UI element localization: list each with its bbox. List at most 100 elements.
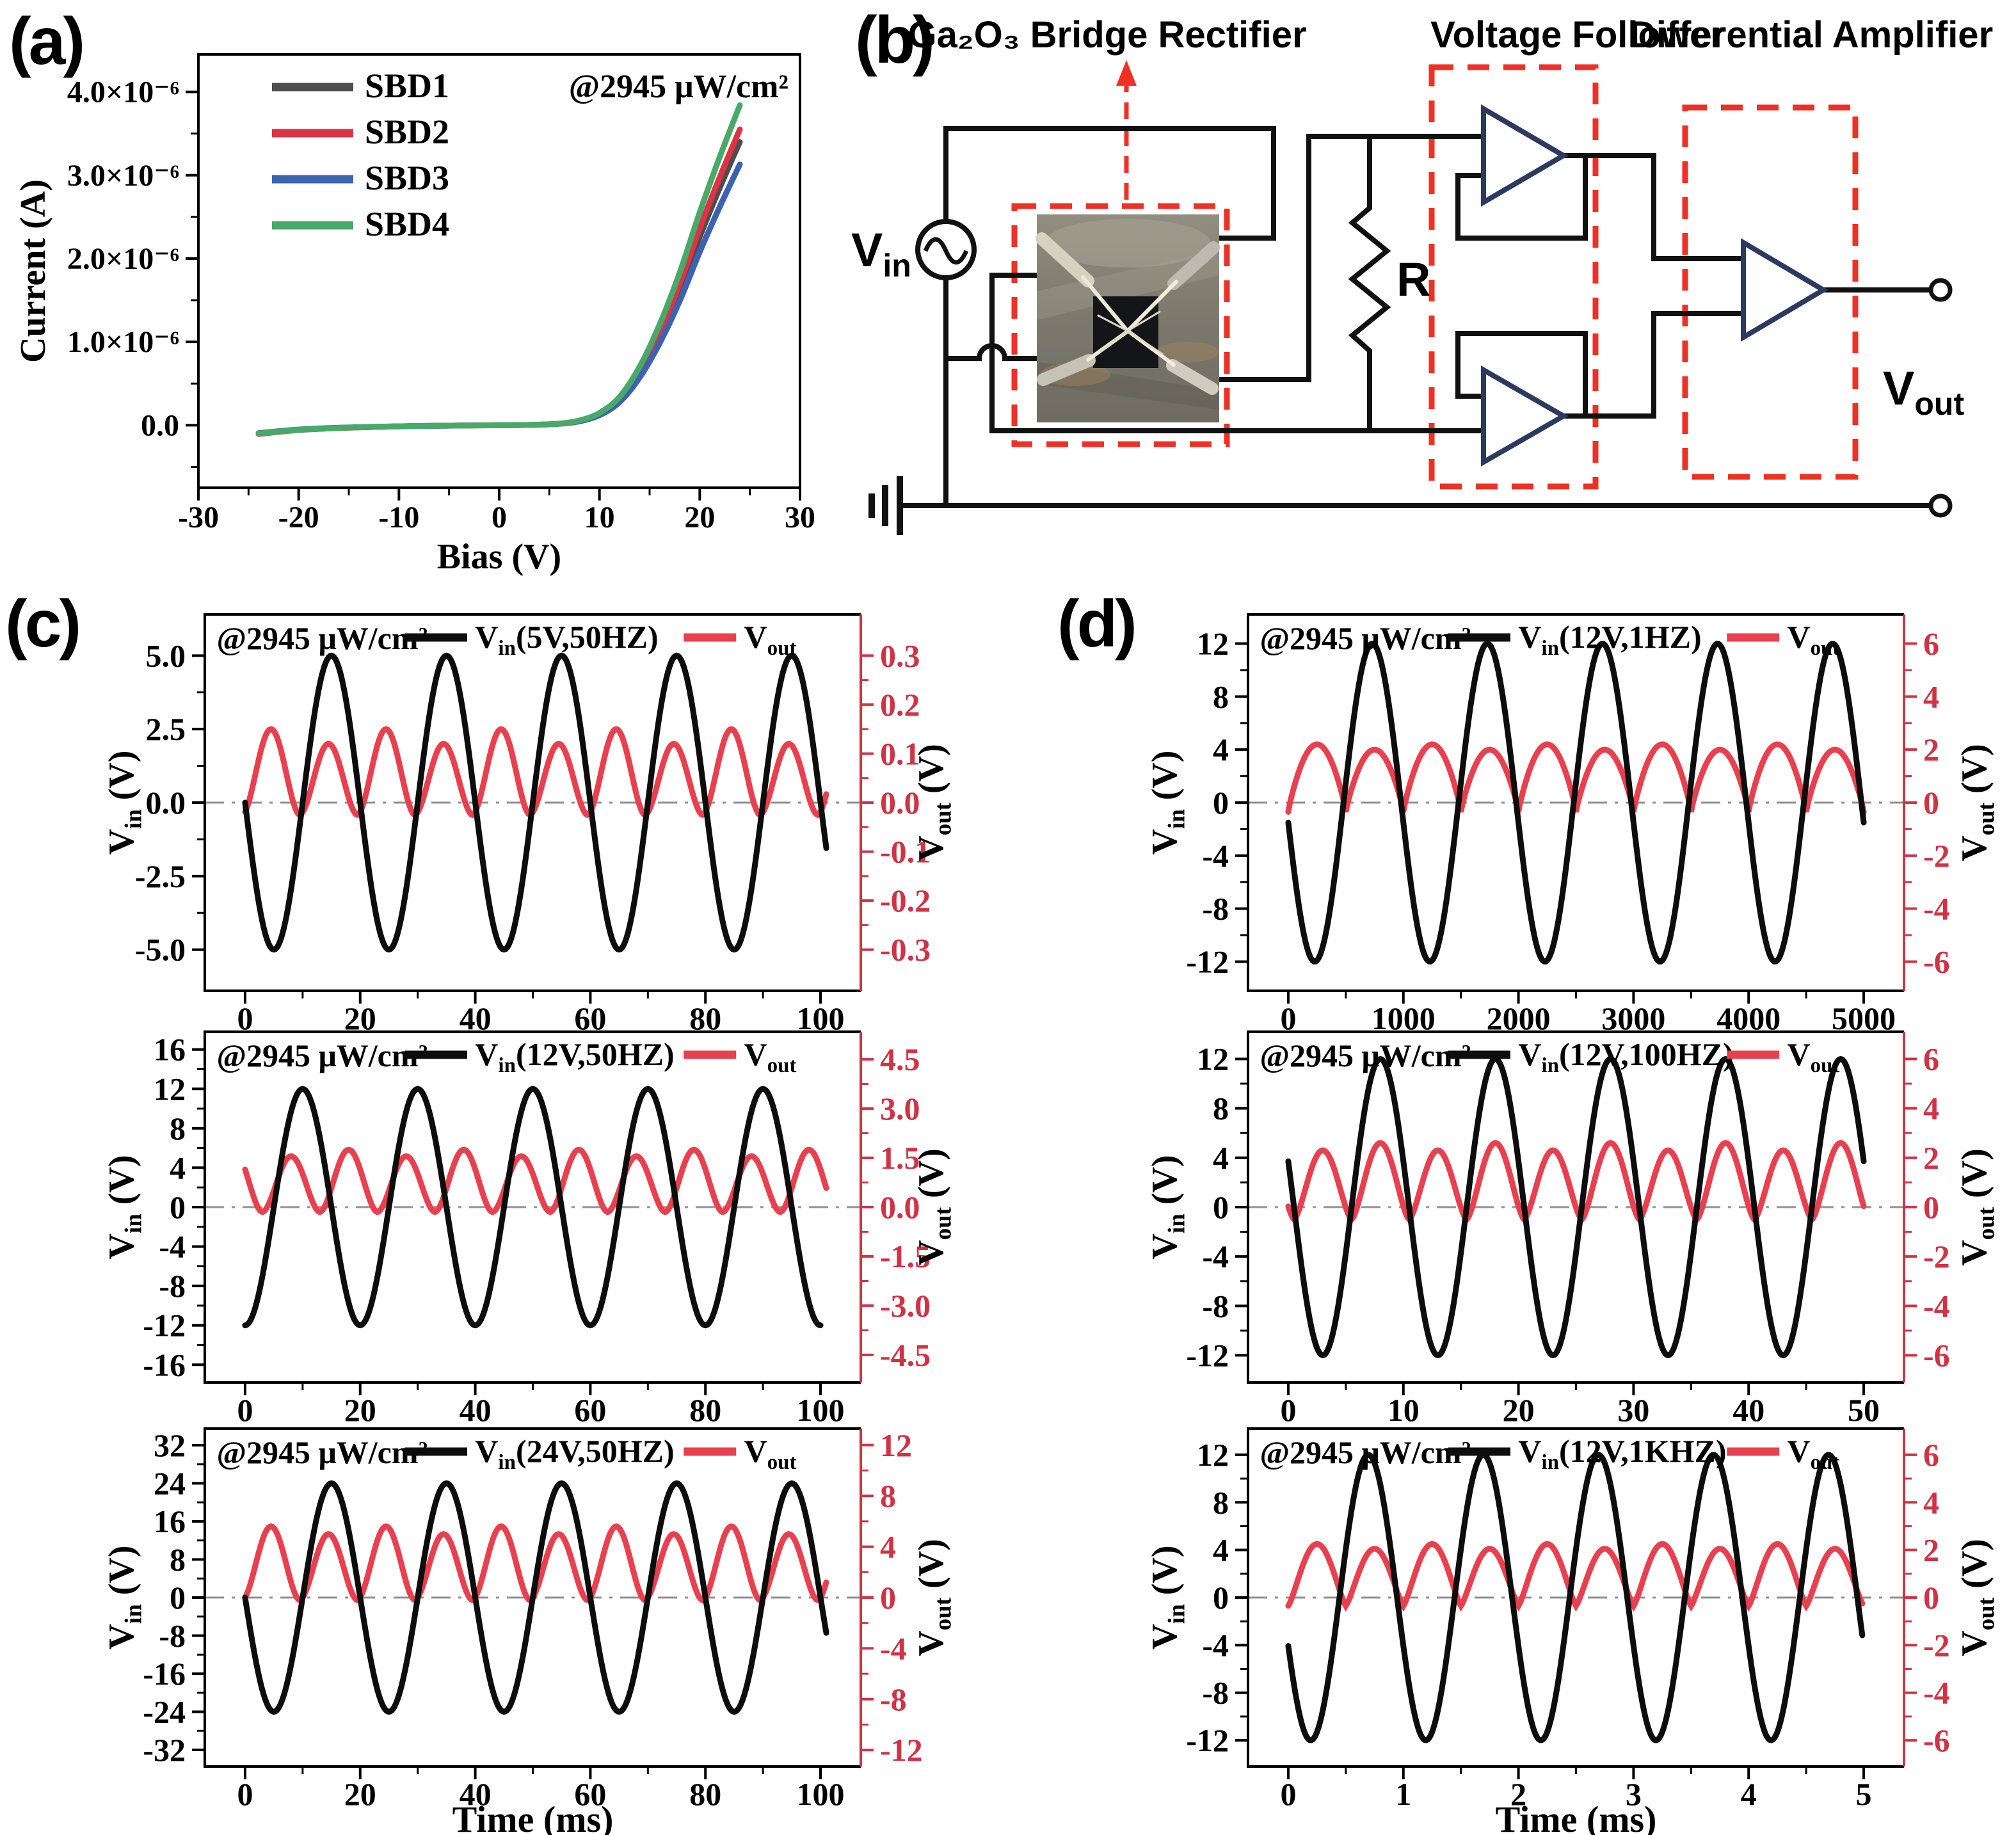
legend-label: SBD3 xyxy=(365,159,449,197)
x-axis-title: Time (ms) xyxy=(452,1799,614,1835)
panel-label-a: (a) xyxy=(9,4,85,79)
left-tick-label: 8 xyxy=(170,1542,186,1578)
x-tick-label: 60 xyxy=(574,1776,606,1812)
x-tick-label: 0 xyxy=(1280,1000,1296,1036)
x-tick-label: 60 xyxy=(574,1000,606,1036)
x-tick-label: 80 xyxy=(689,1000,721,1036)
subplot-d1: 0 1000 2000 3000 4000 5000 12 8 4 0 -4 -8 -12 6 4 2 0 -2 -… xyxy=(1145,613,1999,1036)
left-tick-label: 8 xyxy=(170,1110,186,1146)
legend-vin-label: Vin(24V,50HZ) xyxy=(475,1433,674,1474)
x-tick-label: 0 xyxy=(492,501,507,534)
left-tick-label: 32 xyxy=(154,1427,186,1463)
x-tick-label: -10 xyxy=(378,501,419,534)
right-tick-label: 0.0 xyxy=(880,1189,920,1225)
left-tick-label: -12 xyxy=(1186,943,1229,979)
left-tick-label: 4 xyxy=(1213,1532,1229,1568)
legend: Vin(12V,50HZ) Vout xyxy=(404,1036,797,1077)
right-tick-label: 0.0 xyxy=(880,785,920,821)
x-tick-label: 0 xyxy=(237,1000,253,1036)
left-axis-title: Vin (V) xyxy=(1145,1545,1189,1649)
right-tick-label: 4 xyxy=(1923,1484,1939,1520)
x-tick-label: 3000 xyxy=(1601,1000,1665,1036)
opamp-icon-differential xyxy=(1741,237,1828,342)
wire-upper-feedback xyxy=(1455,156,1588,241)
right-tick-label: -4.5 xyxy=(880,1337,931,1373)
circuit-wires xyxy=(900,126,1929,508)
legend-vout-label: Vout xyxy=(1788,1433,1840,1474)
x-tick-label: 1 xyxy=(1395,1776,1411,1812)
left-tick-label: -4 xyxy=(159,1229,186,1265)
legend-label: SBD4 xyxy=(365,205,449,243)
legend-vin-label: Vin(12V,1KHZ) xyxy=(1518,1433,1726,1474)
left-tick-label: -8 xyxy=(159,1617,186,1653)
left-tick-label: -4 xyxy=(1202,1627,1229,1663)
right-tick-label: -4 xyxy=(1923,1288,1950,1324)
right-tick-label: -0.1 xyxy=(880,834,931,870)
annotation: @2945 μW/cm² xyxy=(216,1434,428,1470)
y-tick-label: 2.0×10⁻⁶ xyxy=(67,242,179,276)
differential-amplifier-label: Differential Amplifier xyxy=(1629,14,1993,56)
left-tick-label: 4 xyxy=(1213,1140,1229,1176)
bridge-dashed-box xyxy=(1011,203,1230,447)
right-tick-label: -0.3 xyxy=(880,932,931,968)
left-tick-label: -5.0 xyxy=(135,932,186,968)
x-tick-label: 1000 xyxy=(1372,1000,1436,1036)
x-tick-label: 20 xyxy=(344,1776,376,1812)
device-photo xyxy=(1036,214,1220,422)
x-tick-label: 0 xyxy=(237,1776,253,1812)
wire-upper-output xyxy=(1564,153,1743,261)
legend-label: SBD1 xyxy=(365,67,449,105)
right-tick-label: 12 xyxy=(880,1427,912,1463)
right-axis-title: Vout (V) xyxy=(1955,1148,1999,1266)
right-tick-label: -8 xyxy=(880,1681,907,1717)
right-axis-title: Vout (V) xyxy=(911,744,956,861)
legend: Vin(5V,50HZ) Vout xyxy=(404,619,797,660)
axes xyxy=(192,613,874,1004)
right-tick-label: -3.0 xyxy=(880,1288,931,1324)
axes xyxy=(1235,613,1917,1004)
right-tick-label: -2 xyxy=(1923,1238,1950,1274)
legend-vin-label: Vin(12V,100HZ) xyxy=(1518,1036,1733,1077)
x-tick-label: 40 xyxy=(1732,1392,1764,1428)
subplot-c3: 0 20 40 60 80 10032241680-8-16-24-3212840-4-8… xyxy=(102,1427,956,1835)
right-tick-label: 0 xyxy=(1923,1189,1939,1225)
annotation: @2945 μW/cm² xyxy=(569,68,788,105)
left-tick-label: -16 xyxy=(143,1347,186,1382)
left-tick-label: 0.0 xyxy=(146,785,186,821)
right-tick-label: 2 xyxy=(1923,1532,1939,1568)
vin-curve xyxy=(242,1086,824,1329)
x-tick-label: 100 xyxy=(797,1776,845,1812)
right-tick-label: 2 xyxy=(1923,1140,1939,1176)
voltage-follower-label: Voltage Follower xyxy=(1430,14,1725,56)
left-axis-title: Vin (V) xyxy=(102,1155,146,1259)
right-tick-label: -6 xyxy=(1923,1338,1950,1374)
legend-vout-label: Vout xyxy=(744,1036,797,1077)
right-axis-title: Vout (V) xyxy=(911,1539,956,1656)
x-tick-label: 40 xyxy=(460,1392,492,1428)
left-tick-label: -2.5 xyxy=(135,858,186,894)
right-tick-label: 4 xyxy=(880,1529,896,1565)
x-tick-label: 100 xyxy=(797,1392,845,1428)
x-tick-label: 20 xyxy=(684,501,715,534)
x-tick-label: 4000 xyxy=(1716,1000,1780,1036)
wire-lower-output xyxy=(1564,311,1743,419)
y-tick-label: 0.0 xyxy=(141,408,179,442)
opamp-icon-upper-follower xyxy=(1481,104,1569,207)
vin-curve xyxy=(242,652,829,953)
x-tick-label: 20 xyxy=(1503,1392,1535,1428)
right-tick-label: 4 xyxy=(1923,1091,1939,1126)
right-axis-title: Vout (V) xyxy=(1955,1539,1999,1656)
panel-label-b: (b) xyxy=(855,3,935,77)
left-tick-label: -16 xyxy=(143,1656,186,1692)
panel-b-circuit: Ga₂O₃ Bridge Rectifier Voltage Follower … xyxy=(851,14,1993,535)
legend-label: SBD2 xyxy=(365,113,449,151)
legend-vout-label: Vout xyxy=(1788,619,1840,660)
y-tick-label: 3.0×10⁻⁶ xyxy=(67,159,179,193)
right-tick-label: -2 xyxy=(1923,1627,1950,1663)
left-tick-label: -12 xyxy=(1186,1338,1229,1374)
right-tick-label: -12 xyxy=(880,1732,923,1768)
annotation: @2945 μW/cm² xyxy=(1260,1038,1471,1073)
axes xyxy=(1235,1030,1917,1395)
left-tick-label: 0 xyxy=(170,1189,186,1225)
